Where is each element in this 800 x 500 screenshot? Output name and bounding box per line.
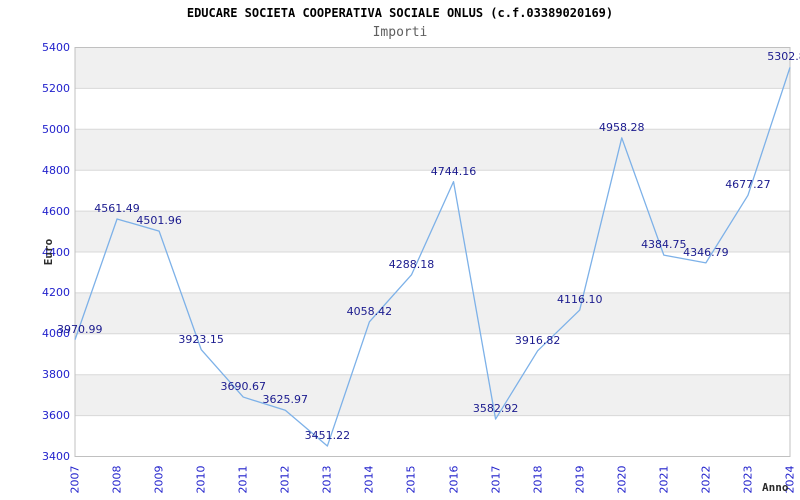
x-tick-label: 2020 xyxy=(615,465,629,494)
x-tick-label: 2012 xyxy=(278,465,292,494)
plot-band xyxy=(75,47,790,89)
y-tick-label: 3600 xyxy=(42,409,70,423)
y-tick-label: 5200 xyxy=(42,81,70,95)
y-tick-label: 4400 xyxy=(42,245,70,259)
data-label: 4346.79 xyxy=(683,245,729,259)
x-tick-label: 2017 xyxy=(489,465,503,494)
data-label: 3451.22 xyxy=(304,429,351,443)
data-label: 3916.82 xyxy=(514,333,561,347)
plot-band xyxy=(75,333,790,375)
y-tick-label: 3400 xyxy=(42,450,70,463)
y-axis-title: Euro xyxy=(42,238,55,266)
x-tick-label: 2009 xyxy=(152,465,166,494)
x-tick-label: 2010 xyxy=(194,465,208,494)
x-axis-title: Anno xyxy=(762,481,789,494)
data-label: 4958.28 xyxy=(599,120,645,134)
data-label: 4561.49 xyxy=(94,201,140,215)
x-tick-label: 2015 xyxy=(404,465,418,494)
data-label: 3970.99 xyxy=(57,322,103,336)
plot-band xyxy=(75,374,790,416)
x-tick-label: 2021 xyxy=(657,465,671,494)
plot-band xyxy=(75,252,790,293)
x-tick-label: 2019 xyxy=(573,465,587,494)
x-tick-label: 2007 xyxy=(68,465,82,494)
series-line xyxy=(74,67,791,447)
x-tick-label: 2013 xyxy=(320,465,334,494)
data-label: 4288.18 xyxy=(388,257,435,271)
x-tick-label: 2018 xyxy=(531,465,545,494)
y-tick-label: 3800 xyxy=(42,368,70,382)
y-tick-label: 5400 xyxy=(42,41,70,54)
data-label: 4744.16 xyxy=(430,164,477,178)
x-tick-label: 2022 xyxy=(699,465,713,494)
data-label: 3625.97 xyxy=(262,393,309,407)
data-label: 3582.92 xyxy=(472,402,519,416)
y-tick-label: 4000 xyxy=(42,327,70,341)
plot-band xyxy=(75,88,790,130)
data-label: 4058.42 xyxy=(346,304,393,318)
data-label: 4677.27 xyxy=(725,178,771,192)
plot-band xyxy=(75,415,790,457)
data-label: 5302.87 xyxy=(767,50,800,64)
data-label: 3923.15 xyxy=(178,332,224,346)
plot-band xyxy=(75,292,790,334)
plot-band xyxy=(75,170,790,212)
x-tick-label: 2016 xyxy=(447,465,461,494)
x-tick-label: 2011 xyxy=(236,465,250,494)
x-tick-label: 2014 xyxy=(362,465,376,494)
y-tick-label: 5000 xyxy=(42,122,70,136)
plot-band xyxy=(75,211,790,252)
data-label: 3690.67 xyxy=(220,380,266,394)
chart-subtitle: Importi xyxy=(372,25,428,40)
plot-band xyxy=(75,129,790,171)
chart-title: EDUCARE SOCIETA COOPERATIVA SOCIALE ONLU… xyxy=(186,6,614,20)
y-tick-label: 4800 xyxy=(42,163,70,177)
x-tick-label: 2023 xyxy=(741,465,755,494)
data-label: 4116.10 xyxy=(556,293,603,307)
data-label: 4384.75 xyxy=(641,238,687,252)
data-label: 4501.96 xyxy=(136,214,182,228)
plot-border xyxy=(74,47,791,457)
y-tick-label: 4600 xyxy=(42,204,70,218)
x-tick-label: 2008 xyxy=(110,465,124,494)
y-tick-label: 4200 xyxy=(42,286,70,300)
